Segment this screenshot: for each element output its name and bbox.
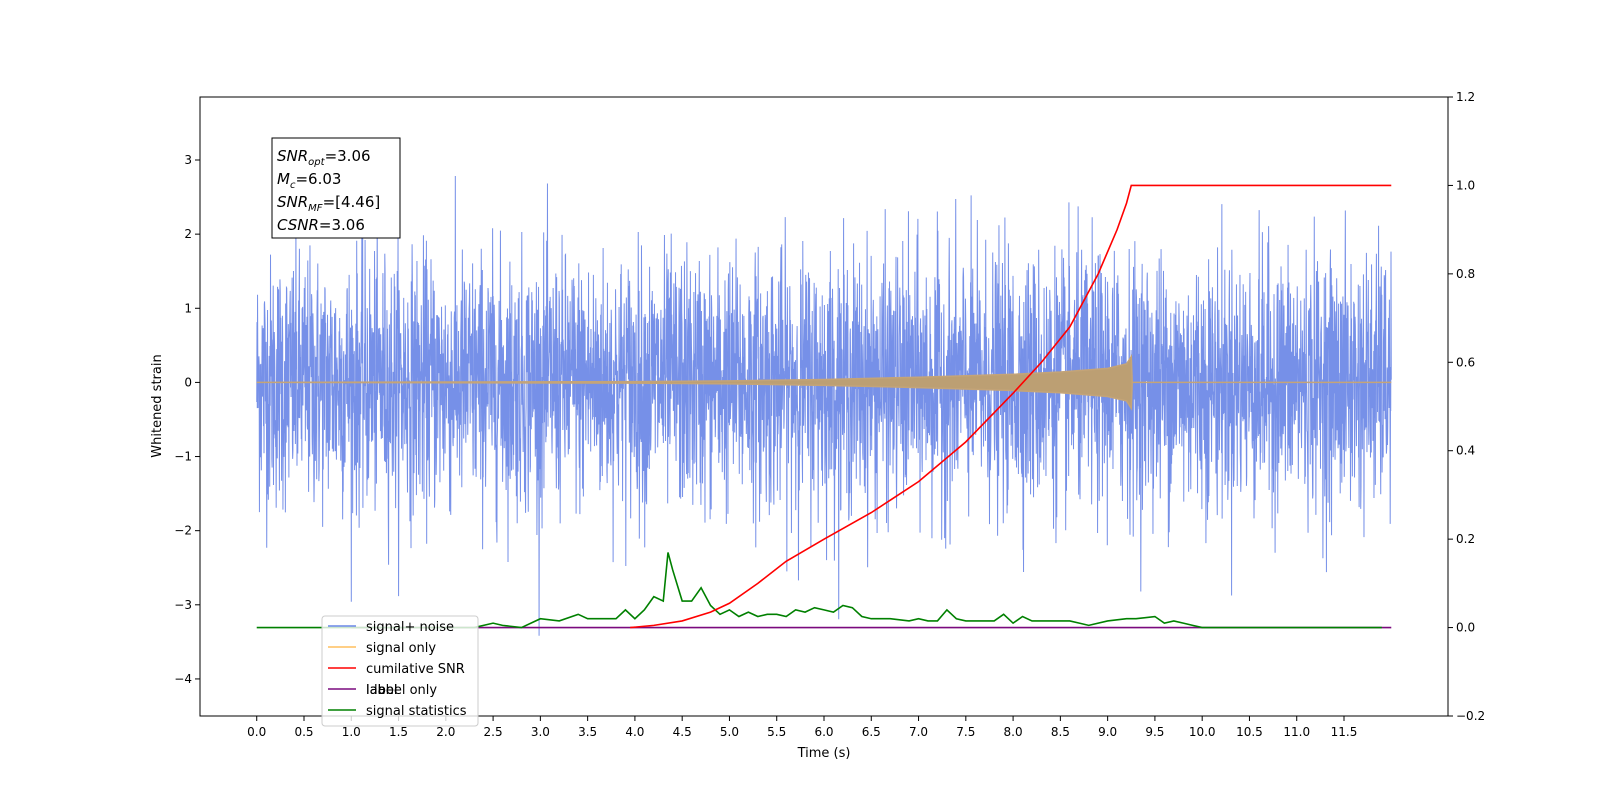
y-tick-label: −4 [174, 672, 192, 686]
legend-label-ghost: label only [374, 683, 437, 698]
x-tick-label: 7.0 [909, 725, 928, 739]
x-tick-label: 3.5 [578, 725, 597, 739]
y2-tick-label: 0.0 [1456, 621, 1475, 635]
annotation-line: SNRopt=3.06 [277, 147, 371, 168]
y-tick-label: −3 [174, 598, 192, 612]
legend: signal+ noise signal only cumilative SNR la… [321, 615, 479, 727]
series-cumulative-snr [630, 184, 1392, 629]
x-tick-label: 3.0 [531, 725, 550, 739]
annotation-line: CSNR=3.06 [277, 216, 365, 234]
y2-tick-label: 1.0 [1456, 178, 1475, 192]
x-tick-label: 7.5 [956, 725, 975, 739]
series-signal-noise [256, 176, 1392, 636]
x-tick-label: 1.0 [342, 725, 361, 739]
y2-tick-label: −0.2 [1456, 709, 1485, 723]
y-tick-label: 1 [184, 301, 192, 315]
legend-label: signal+ noise [366, 620, 454, 635]
series-signal-statistics [256, 552, 1382, 629]
x-tick-label: 0.5 [294, 725, 313, 739]
y-tick-label: 3 [184, 153, 192, 167]
plot-area [256, 176, 1392, 636]
legend-label: signal statistics [366, 704, 467, 719]
y2-tick-label: 0.8 [1456, 267, 1475, 281]
x-tick-label: 5.0 [720, 725, 739, 739]
x-tick-label: 6.0 [814, 725, 833, 739]
x-tick-label: 1.5 [389, 725, 408, 739]
y2-tick-label: 0.4 [1456, 444, 1475, 458]
annotation-line: Mc=6.03 [277, 170, 341, 191]
y-axis-right: −0.2 0.0 0.2 0.4 0.6 0.8 1.0 1.2 [1448, 90, 1485, 723]
y-tick-label: 0 [184, 375, 192, 389]
x-tick-label: 11.5 [1331, 725, 1358, 739]
y-axis-label: Whitened strain [150, 354, 165, 457]
x-tick-label: 11.0 [1283, 725, 1310, 739]
x-tick-label: 2.0 [436, 725, 455, 739]
legend-label: signal only [366, 641, 436, 656]
legend-frame [321, 615, 479, 727]
x-tick-label: 4.0 [625, 725, 644, 739]
x-tick-label: 9.5 [1145, 725, 1164, 739]
annotation-line: SNRMF=[4.46] [277, 193, 380, 214]
y2-tick-label: 1.2 [1456, 90, 1475, 104]
x-tick-label: 9.0 [1098, 725, 1117, 739]
y-tick-label: 2 [184, 227, 192, 241]
x-tick-label: 10.5 [1236, 725, 1263, 739]
series-signal-only [256, 354, 1392, 411]
y2-tick-label: 0.6 [1456, 355, 1475, 369]
y-axis-left: −4 −3 −2 −1 0 1 2 3 [174, 153, 200, 686]
legend-label: cumilative SNR [366, 662, 465, 677]
legend-label: label [366, 683, 397, 698]
y-tick-label: −2 [174, 524, 192, 538]
x-axis: 0.0 0.5 1.0 1.5 2.0 2.5 3.0 3.5 4.0 4.5 5.0 5.5 6.0 6… [247, 716, 1357, 739]
annotation-frame [271, 137, 401, 239]
legend-label: label [366, 683, 397, 698]
x-axis-label: Time (s) [797, 746, 851, 761]
x-tick-label: 6.5 [862, 725, 881, 739]
x-tick-label: 0.0 [247, 725, 266, 739]
x-tick-label: 8.0 [1004, 725, 1023, 739]
y-tick-label: −1 [174, 450, 192, 464]
x-tick-label: 4.5 [673, 725, 692, 739]
x-tick-label: 8.5 [1051, 725, 1070, 739]
y2-tick-label: 0.2 [1456, 532, 1475, 546]
x-tick-label: 10.0 [1189, 725, 1216, 739]
x-tick-label: 2.5 [484, 725, 503, 739]
x-tick-label: 5.5 [767, 725, 786, 739]
